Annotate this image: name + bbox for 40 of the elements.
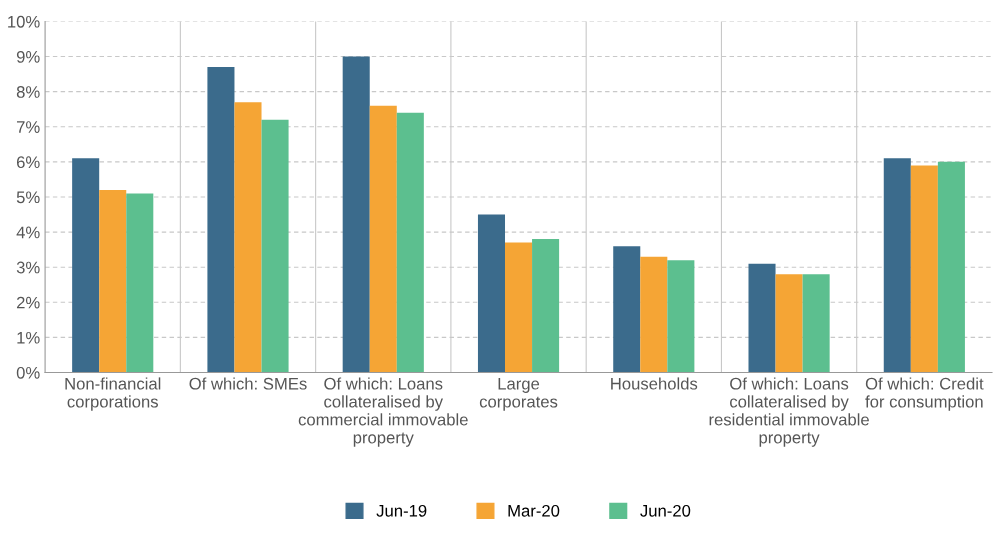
bar xyxy=(748,263,776,373)
bar xyxy=(72,158,100,373)
bar xyxy=(505,242,533,373)
bar xyxy=(883,158,911,373)
y-tick-label: 1% xyxy=(17,331,40,344)
legend-label: Jun-20 xyxy=(640,504,691,517)
y-tick-label: 6% xyxy=(16,156,40,169)
bar xyxy=(667,260,695,373)
x-tick-label: Of which: Credit for consumption xyxy=(865,377,984,411)
bar xyxy=(234,102,262,373)
y-tick-label: 7% xyxy=(16,121,40,133)
x-tick-label: Of which: SMEs xyxy=(189,377,307,390)
y-tick-label: 10% xyxy=(8,15,40,28)
legend-label: Jun-19 xyxy=(376,504,427,517)
x-tick-label: Non-financial corporations xyxy=(65,377,161,411)
bar xyxy=(937,161,965,373)
x-tick-label: Large corporates xyxy=(479,377,558,411)
y-tick-label: 3% xyxy=(16,261,40,274)
y-tick-label: 9% xyxy=(16,50,40,63)
bar xyxy=(261,119,289,373)
y-tick-label: 0% xyxy=(16,366,40,379)
y-tick-label: 4% xyxy=(16,226,40,239)
bar xyxy=(126,193,154,373)
bar xyxy=(207,67,235,373)
bar xyxy=(342,56,370,373)
bar xyxy=(396,112,424,373)
legend-label: Mar-20 xyxy=(508,504,560,517)
bar xyxy=(532,239,560,373)
bar xyxy=(477,214,506,373)
bar xyxy=(802,274,830,373)
bar xyxy=(613,246,641,373)
y-tick-label: 2% xyxy=(16,296,40,309)
x-tick-label: Households xyxy=(611,377,698,390)
y-tick-label: 8% xyxy=(16,86,40,98)
bar xyxy=(369,105,397,373)
bar xyxy=(99,189,127,373)
bar xyxy=(775,274,803,373)
y-tick-label: 5% xyxy=(16,191,40,204)
bar xyxy=(640,256,668,373)
bar xyxy=(910,165,938,373)
